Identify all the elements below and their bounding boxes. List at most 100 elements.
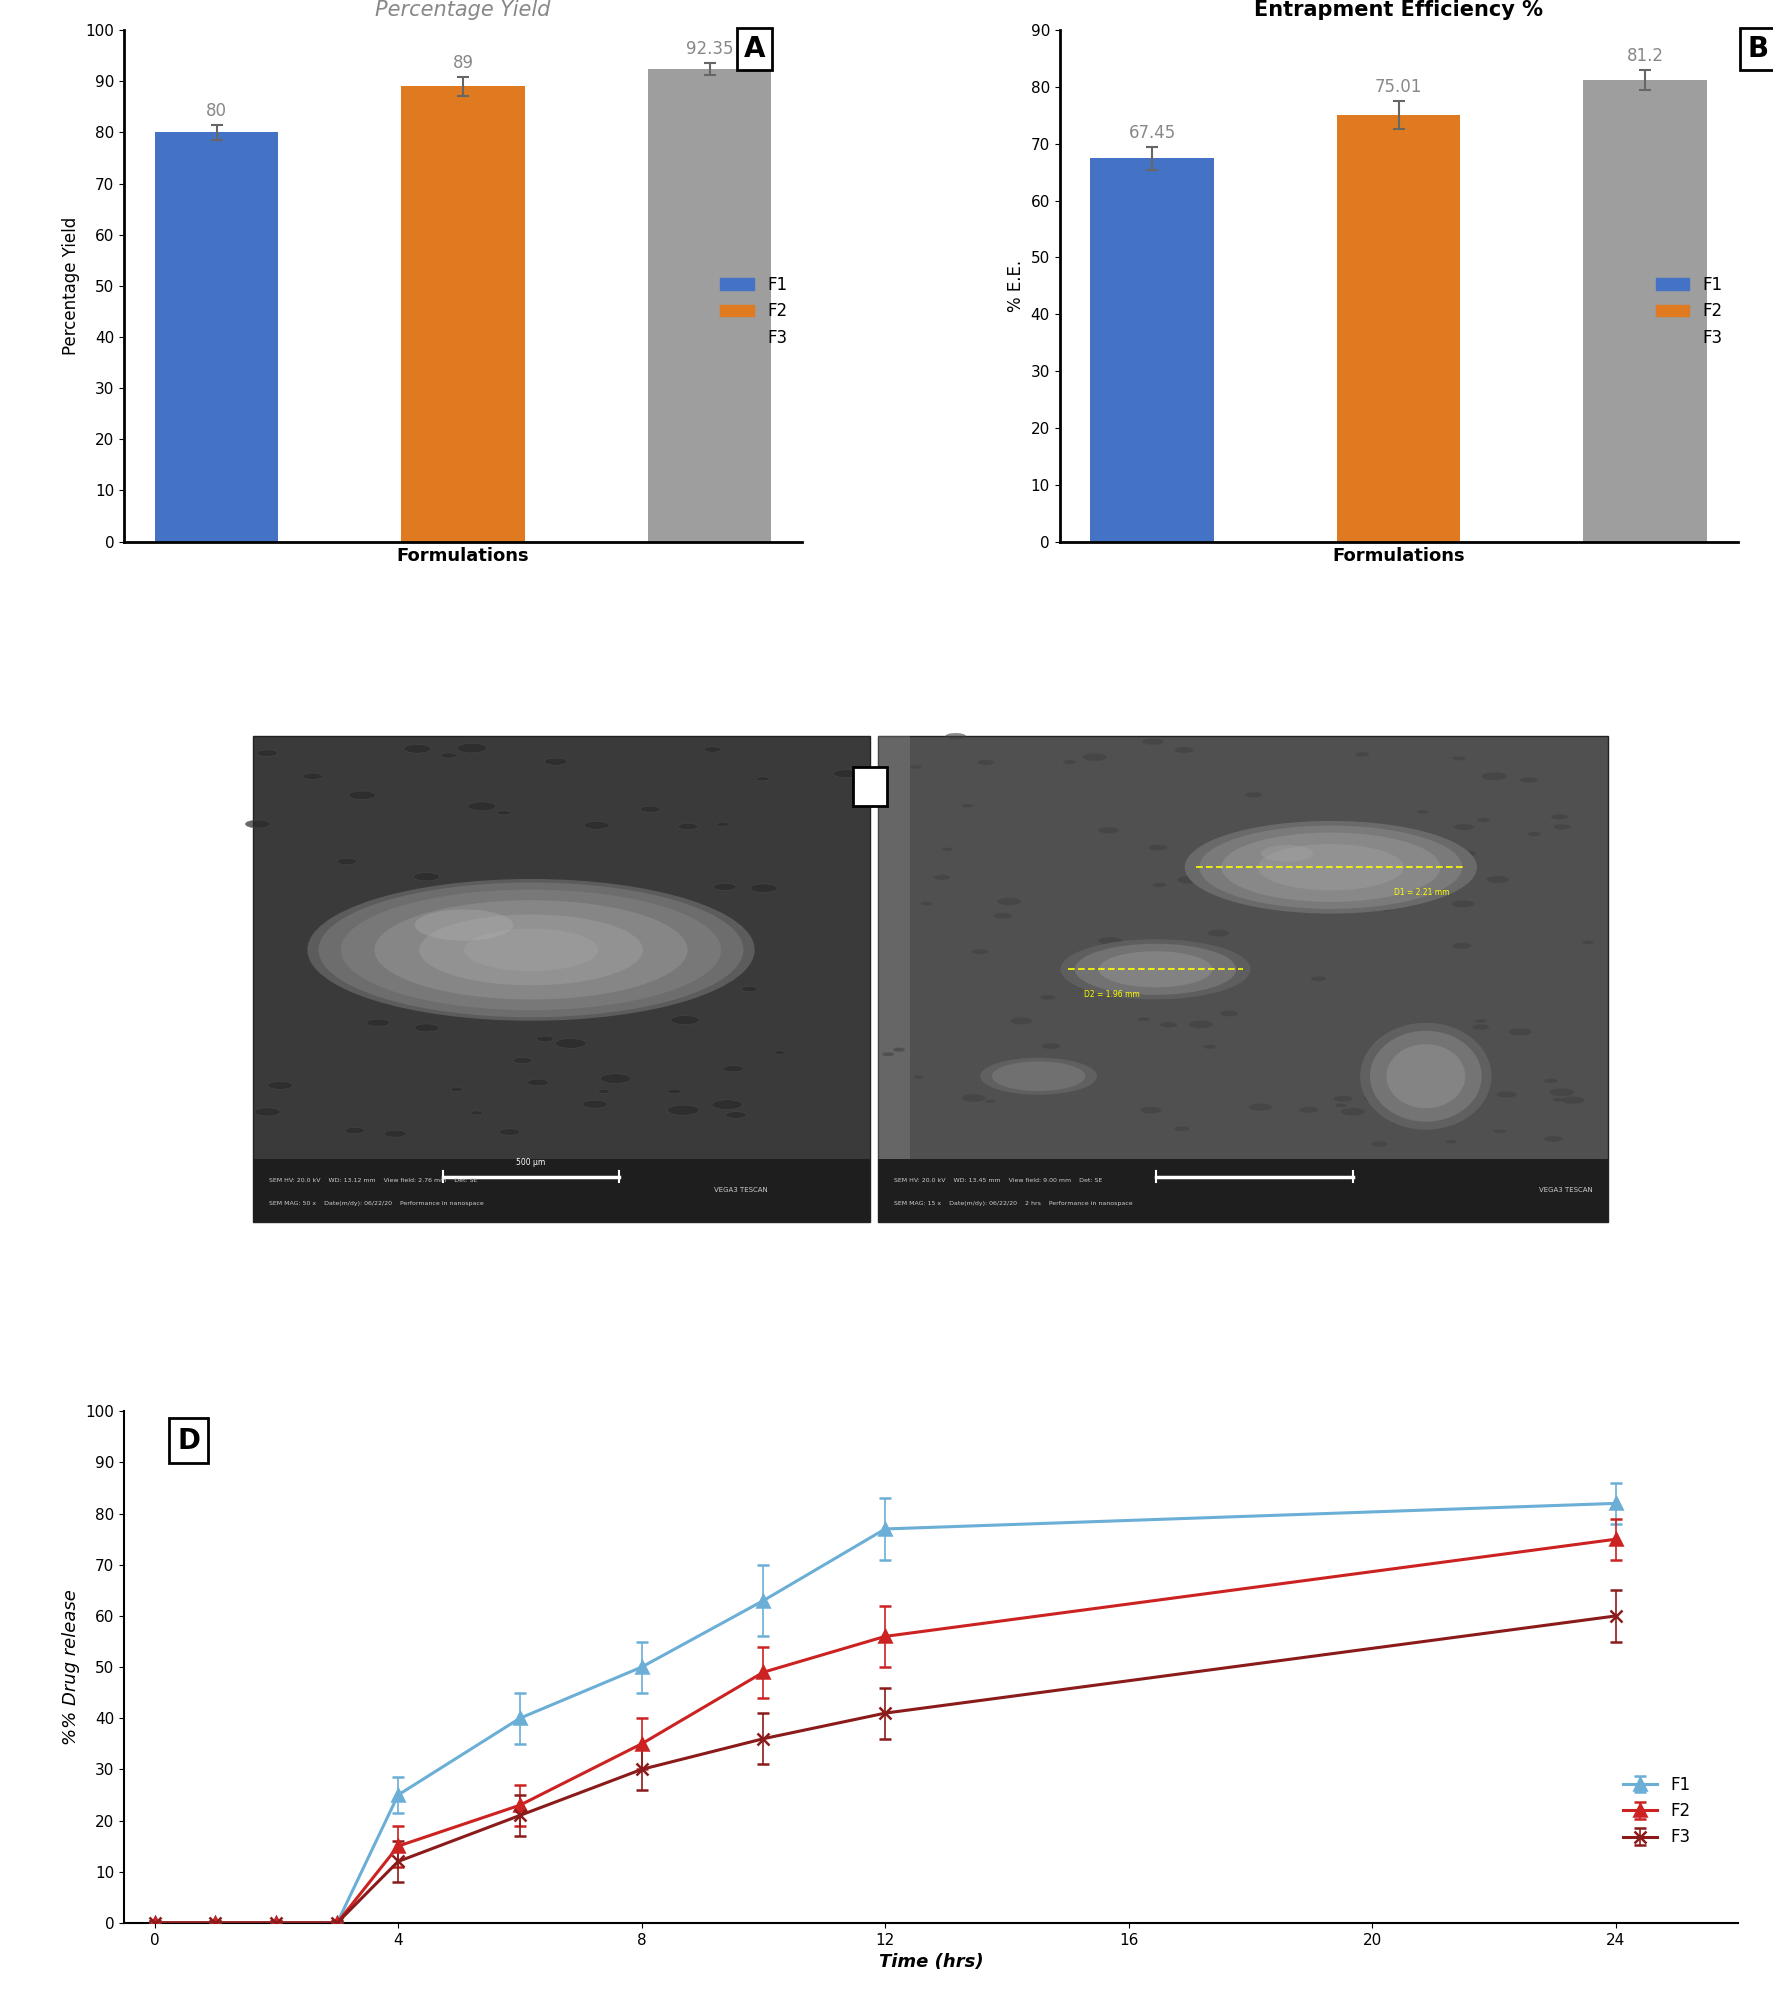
Circle shape xyxy=(418,915,644,985)
Circle shape xyxy=(945,733,966,739)
Text: VEGA3 TESCAN: VEGA3 TESCAN xyxy=(1539,1188,1592,1194)
X-axis label: Time (hrs): Time (hrs) xyxy=(878,1953,984,1971)
Circle shape xyxy=(468,801,496,811)
Circle shape xyxy=(1140,1106,1161,1114)
Circle shape xyxy=(1099,827,1119,833)
Circle shape xyxy=(1355,751,1369,757)
Circle shape xyxy=(1041,1044,1060,1050)
X-axis label: Formulations: Formulations xyxy=(397,547,530,565)
Circle shape xyxy=(996,897,1021,905)
Circle shape xyxy=(1333,1096,1353,1102)
Text: SEM HV: 20.0 kV    WD: 13.12 mm    View field: 2.76 mm    Det: SE: SEM HV: 20.0 kV WD: 13.12 mm View field:… xyxy=(269,1178,477,1184)
Circle shape xyxy=(512,1058,532,1064)
Circle shape xyxy=(598,1090,610,1094)
Y-axis label: % E.E.: % E.E. xyxy=(1007,260,1025,312)
Circle shape xyxy=(1160,1022,1177,1028)
Circle shape xyxy=(337,859,356,865)
Text: SEM MAG: 50 x    Date(m/dy): 06/22/20    Performance in nanospace: SEM MAG: 50 x Date(m/dy): 06/22/20 Perfo… xyxy=(269,1200,484,1206)
Circle shape xyxy=(465,929,598,971)
Circle shape xyxy=(986,1100,995,1104)
Text: B: B xyxy=(1748,36,1768,64)
Circle shape xyxy=(1248,1104,1271,1112)
Circle shape xyxy=(1060,939,1250,999)
Circle shape xyxy=(670,1016,699,1026)
Circle shape xyxy=(713,1100,743,1110)
Bar xyxy=(1337,116,1461,541)
Ellipse shape xyxy=(1371,1032,1482,1122)
Text: SEM HV: 20.0 kV    WD: 13.45 mm    View field: 9.00 mm    Det: SE: SEM HV: 20.0 kV WD: 13.45 mm View field:… xyxy=(894,1178,1103,1184)
Circle shape xyxy=(1553,1098,1564,1102)
Circle shape xyxy=(934,875,950,879)
Circle shape xyxy=(1417,809,1429,813)
FancyBboxPatch shape xyxy=(254,735,871,1222)
Circle shape xyxy=(667,1106,699,1116)
Text: A: A xyxy=(745,36,766,64)
Circle shape xyxy=(268,1082,293,1090)
Circle shape xyxy=(1222,833,1440,901)
Circle shape xyxy=(1436,1100,1461,1108)
Circle shape xyxy=(1335,1104,1347,1108)
Text: 67.45: 67.45 xyxy=(1128,124,1175,142)
Circle shape xyxy=(1436,869,1450,873)
Circle shape xyxy=(1174,747,1193,753)
Circle shape xyxy=(346,1128,365,1134)
Circle shape xyxy=(1544,1078,1558,1084)
Circle shape xyxy=(993,913,1012,919)
Circle shape xyxy=(1202,1046,1216,1050)
Circle shape xyxy=(972,949,988,953)
Circle shape xyxy=(894,1048,904,1052)
Ellipse shape xyxy=(1360,1024,1491,1130)
Text: D1 = 2.21 mm: D1 = 2.21 mm xyxy=(1394,887,1449,897)
Circle shape xyxy=(457,743,488,753)
Bar xyxy=(1090,158,1215,541)
Circle shape xyxy=(1062,759,1076,765)
FancyBboxPatch shape xyxy=(878,735,910,1164)
FancyBboxPatch shape xyxy=(254,1160,871,1222)
Circle shape xyxy=(716,823,729,827)
Circle shape xyxy=(750,883,777,893)
Circle shape xyxy=(704,747,722,753)
Circle shape xyxy=(1310,975,1326,981)
Circle shape xyxy=(415,909,512,941)
Circle shape xyxy=(941,847,952,851)
Circle shape xyxy=(555,1038,587,1048)
Circle shape xyxy=(1438,1090,1456,1096)
Circle shape xyxy=(585,821,608,829)
Circle shape xyxy=(1551,813,1567,819)
Circle shape xyxy=(677,823,699,829)
Circle shape xyxy=(367,1020,390,1026)
Text: 75.01: 75.01 xyxy=(1374,78,1422,96)
Circle shape xyxy=(1560,1096,1585,1104)
Circle shape xyxy=(775,1052,785,1054)
Bar xyxy=(401,86,525,541)
Circle shape xyxy=(1472,1024,1489,1030)
Circle shape xyxy=(307,879,755,1022)
Circle shape xyxy=(1099,951,1213,987)
Circle shape xyxy=(544,757,567,765)
Circle shape xyxy=(1371,1142,1388,1148)
Circle shape xyxy=(257,749,278,757)
Circle shape xyxy=(1475,1020,1486,1024)
Text: 80: 80 xyxy=(206,102,227,120)
Circle shape xyxy=(715,883,736,891)
Bar xyxy=(1583,80,1707,541)
Circle shape xyxy=(537,1036,553,1042)
Circle shape xyxy=(319,883,743,1018)
Text: C: C xyxy=(860,775,879,799)
Circle shape xyxy=(1097,937,1122,945)
Circle shape xyxy=(1074,943,1236,995)
Circle shape xyxy=(1544,1136,1562,1142)
Circle shape xyxy=(582,1100,608,1108)
Legend: F1, F2, F3: F1, F2, F3 xyxy=(1649,270,1729,353)
Circle shape xyxy=(415,1024,440,1032)
Circle shape xyxy=(1452,943,1472,949)
Text: SEM MAG: 15 x    Date(m/dy): 06/22/20    2 hrs    Performance in nanospace: SEM MAG: 15 x Date(m/dy): 06/22/20 2 hrs… xyxy=(894,1200,1133,1206)
Circle shape xyxy=(723,1066,743,1072)
Circle shape xyxy=(1245,791,1262,797)
Circle shape xyxy=(1152,883,1167,887)
Ellipse shape xyxy=(1386,1044,1464,1108)
Bar xyxy=(154,132,278,541)
Circle shape xyxy=(725,1112,746,1118)
Circle shape xyxy=(404,745,431,753)
Circle shape xyxy=(1496,1092,1516,1098)
